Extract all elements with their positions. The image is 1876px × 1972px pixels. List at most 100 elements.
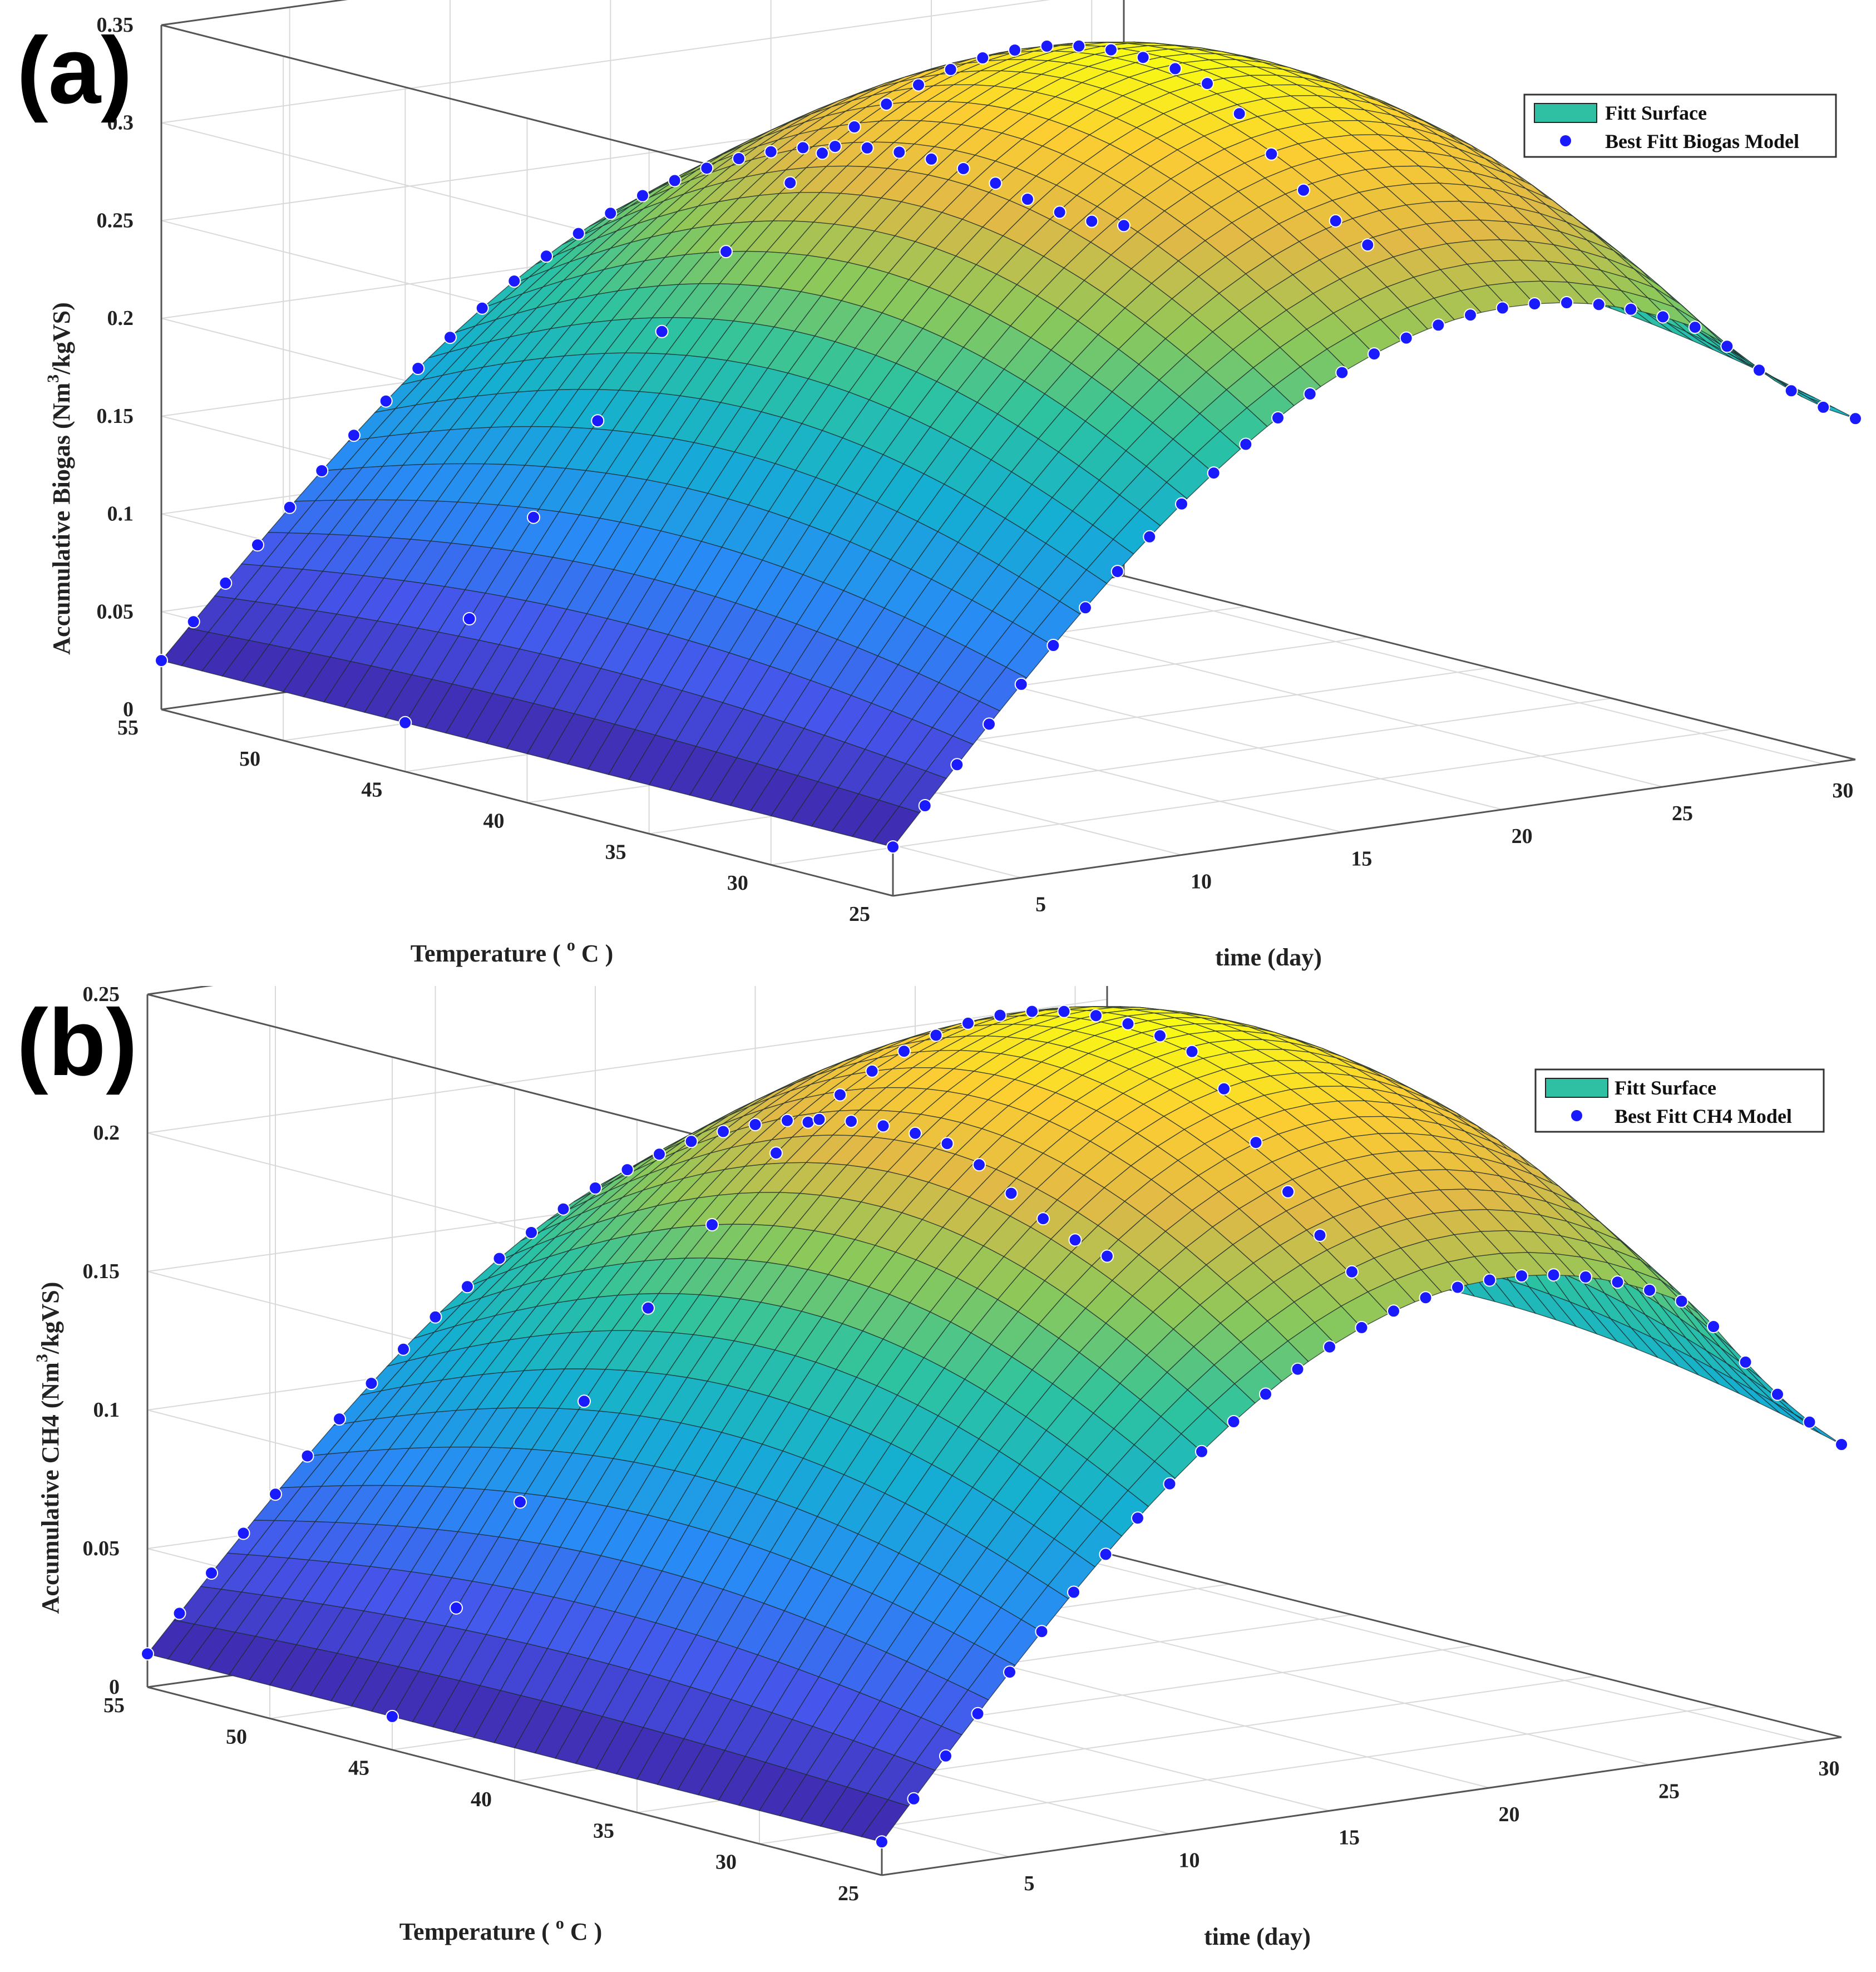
panel-b: 0 0.05 0.1 0.15 0.2 0.25 25 30 35 40 45 50 55 5 10 15 20… <box>0 986 1876 1972</box>
marker-back-13 <box>556 1202 570 1216</box>
x-tick-label-a-0: 5 <box>1035 893 1046 916</box>
marker-back-22 <box>845 1115 858 1128</box>
marker-back-27 <box>1004 1186 1018 1200</box>
marker-front-18 <box>1464 308 1477 322</box>
marker-back-25 <box>940 1137 954 1151</box>
marker-mid-24 <box>1168 62 1182 76</box>
marker-mid-30 <box>1345 1265 1359 1279</box>
grid-line-floor-y-1 <box>759 1706 1720 1845</box>
marker-mid-28 <box>1297 183 1310 197</box>
x-tick-label-a-2: 15 <box>1351 847 1372 871</box>
marker-front-11 <box>1239 437 1253 451</box>
marker-mid-20 <box>1040 39 1054 53</box>
marker-mid-2 <box>450 1601 463 1615</box>
marker-mid-14 <box>833 1088 847 1102</box>
marker-front-21 <box>1547 1268 1561 1282</box>
marker-mid-23 <box>1136 51 1150 65</box>
marker-back-6 <box>333 1412 346 1426</box>
marker-back-22 <box>860 141 874 155</box>
marker-back-5 <box>315 464 329 477</box>
marker-front-13 <box>1303 387 1317 401</box>
marker-front-8 <box>1143 530 1157 544</box>
z-tick-label-a-7: 0.35 <box>97 13 134 37</box>
y-tick-label-a-6: 55 <box>117 716 139 740</box>
y-tick-label-a-4: 45 <box>361 778 382 802</box>
model-markers-a <box>155 39 1862 854</box>
z-axis-label-main-a: Accumulative Biogas (Nm <box>48 383 75 655</box>
marker-front-0 <box>886 840 900 854</box>
y-axis-label-b: Temperature ( o C ) <box>399 1914 603 1945</box>
marker-back-16 <box>653 1147 666 1161</box>
legend-swatch-surface-b <box>1545 1078 1608 1098</box>
marker-mid-25 <box>1201 77 1214 91</box>
marker-front-15 <box>1367 347 1381 361</box>
y-axis-label-end-b: C ) <box>564 1918 602 1945</box>
box-edge-right-floor <box>1123 575 1856 761</box>
marker-back-26 <box>989 176 1003 190</box>
marker-mid-23 <box>1121 1017 1135 1031</box>
z-axis-label-b: Accumulative CH4 (Nm3/kgVS) <box>33 1282 64 1614</box>
marker-front-12 <box>1271 411 1285 425</box>
marker-mid-29 <box>1313 1229 1327 1242</box>
marker-back-12 <box>525 1226 538 1239</box>
y-axis-label-main-b: Temperature ( <box>399 1918 556 1945</box>
box-edge-right-floor <box>1107 1552 1842 1738</box>
box-edge-front-floor <box>881 1736 1842 1876</box>
tick-labels-b: 00.050.10.150.20.25253035404550555101520… <box>83 986 1840 1905</box>
z-axis-label-sup-a: 3 <box>44 374 62 383</box>
marker-front-5 <box>1046 639 1060 652</box>
marker-front-6 <box>1067 1585 1080 1599</box>
marker-back-5 <box>300 1449 314 1463</box>
marker-front-24 <box>1643 1283 1656 1297</box>
y-tick-label-b-6: 55 <box>103 1694 125 1717</box>
marker-mid-12 <box>783 176 797 190</box>
marker-mid-10 <box>719 245 733 259</box>
marker-mid-22 <box>1089 1009 1103 1023</box>
legend-b: Fitt Surface Best Fitt CH4 Model <box>1534 1068 1825 1133</box>
marker-front-3 <box>983 717 996 731</box>
marker-front-17 <box>1419 1291 1433 1305</box>
y-axis-label-sup-b: o <box>556 1914 564 1932</box>
y-tick-label-a-0: 25 <box>849 903 870 926</box>
marker-front-25 <box>1675 1294 1689 1308</box>
z-tick-label-b-2: 0.1 <box>93 1398 120 1422</box>
x-tick-label-b-3: 20 <box>1499 1803 1520 1826</box>
marker-mid-19 <box>993 1008 1007 1022</box>
marker-mid-20 <box>1025 1004 1039 1018</box>
model-markers-b <box>141 1004 1848 1849</box>
marker-back-18 <box>732 152 746 165</box>
marker-front-16 <box>1399 331 1413 345</box>
marker-front-19 <box>1495 301 1509 315</box>
z-axis-label-sup-b: 3 <box>33 1354 51 1362</box>
marker-front-30 <box>1849 412 1862 426</box>
marker-back-9 <box>428 1310 442 1324</box>
marker-back-26 <box>972 1158 986 1172</box>
marker-front-27 <box>1739 1355 1752 1369</box>
marker-front-28 <box>1784 384 1798 398</box>
y-axis-label-a: Temperature ( o C ) <box>411 936 614 967</box>
marker-back-10 <box>461 1280 474 1294</box>
legend-a: Fitt Surface Best Fitt Biogas Model <box>1523 93 1837 158</box>
y-tick-label-a-5: 50 <box>239 747 260 771</box>
box-edge-top-back <box>147 986 214 995</box>
marker-mid-16 <box>897 1044 911 1058</box>
z-tick-label-b-1: 0.05 <box>83 1537 120 1560</box>
marker-back-14 <box>604 206 618 220</box>
marker-back-12 <box>540 249 553 263</box>
marker-back-29 <box>1085 214 1099 228</box>
marker-front-12 <box>1259 1387 1272 1401</box>
marker-front-9 <box>1163 1477 1177 1491</box>
tick-labels-a: 00.050.10.150.20.250.30.3525303540455055… <box>97 13 1854 926</box>
marker-mid-27 <box>1265 147 1278 161</box>
marker-back-1 <box>172 1606 186 1620</box>
x-axis-label-b: time (day) <box>1204 1923 1311 1950</box>
z-tick-label-a-6: 0.3 <box>107 111 134 135</box>
marker-front-27 <box>1752 363 1766 377</box>
marker-front-19 <box>1483 1273 1497 1287</box>
marker-front-6 <box>1079 601 1092 615</box>
legend-entry-surface-a: Fitt Surface <box>1605 102 1707 124</box>
marker-mid-4 <box>514 1495 527 1509</box>
marker-front-14 <box>1335 366 1349 379</box>
panel-label-a: (a) <box>17 18 132 124</box>
marker-front-23 <box>1624 302 1638 316</box>
